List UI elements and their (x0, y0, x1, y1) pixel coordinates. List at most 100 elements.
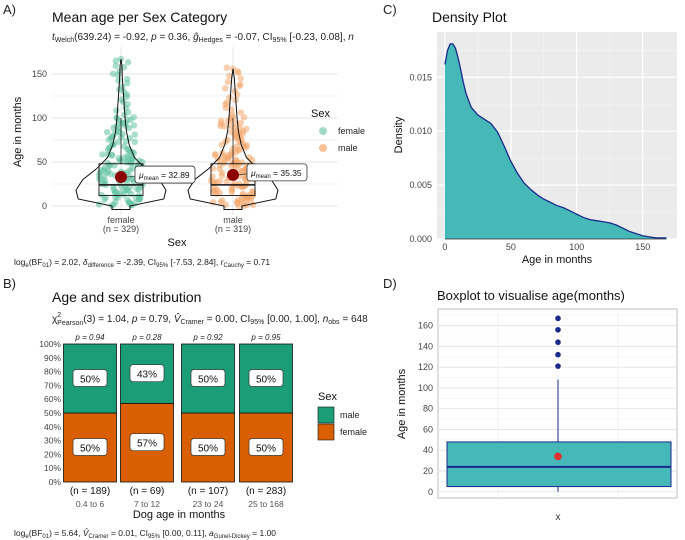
data-point (112, 57, 120, 64)
data-point (223, 64, 231, 71)
y-tick-label: 0% (49, 477, 62, 487)
panel-a-x-label: Sex (168, 237, 187, 249)
legend-swatch-b-male (317, 406, 335, 424)
data-point (124, 59, 132, 66)
pct-label-male: 43% (137, 370, 157, 381)
violin-outline (75, 58, 167, 211)
data-point (234, 68, 241, 75)
data-point (98, 191, 105, 199)
panel-a-y-ticks: 0 50 100 150 (32, 69, 47, 211)
x-tick-label: 23 to 24 (193, 499, 224, 509)
mean-label: μmean = 35.35 (250, 168, 302, 180)
pct-label-box (248, 369, 284, 387)
bar-female (181, 412, 235, 483)
data-point (222, 85, 229, 92)
data-point (226, 94, 233, 101)
x-tick-label: 7 to 12 (134, 499, 160, 509)
panel-b-subtitle: χ2 Pearson(3) = 1.04, p = 0.79, V̂Cramer … (52, 311, 368, 327)
y-tick-label: 0.010 (409, 126, 432, 136)
panel-a-plot-area (52, 47, 338, 215)
y-tick-label: 50 (37, 157, 47, 167)
y-tick-label: 0.005 (409, 180, 432, 190)
y-tick-label: 20% (44, 449, 61, 459)
mean-label-box (134, 165, 196, 184)
data-point (243, 125, 250, 133)
n-label: (n = 69) (130, 486, 165, 497)
y-tick-label: 80% (44, 367, 61, 377)
data-point (246, 154, 253, 161)
pct-label-box (72, 369, 108, 387)
y-tick-label: 100 (32, 113, 47, 123)
x-tick-label: 0.4 to 6 (76, 499, 105, 509)
y-tick-label: 50% (44, 408, 61, 418)
y-tick-label: 0.000 (409, 234, 432, 244)
y-tick-label: 40% (44, 422, 61, 432)
data-point (99, 151, 106, 158)
pct-label-box (190, 438, 226, 456)
data-point (116, 68, 123, 75)
data-point (120, 143, 128, 150)
data-point (130, 113, 138, 121)
data-point (209, 173, 216, 180)
panel-d-x-label: x (556, 512, 561, 523)
data-point (237, 109, 244, 116)
x-tick-female: female (107, 215, 134, 225)
data-point (111, 162, 118, 169)
pct-label-male: 50% (198, 375, 218, 386)
p-value-label: p = 0.95 (250, 333, 281, 342)
outlier-point (555, 351, 561, 358)
pct-label-box (248, 438, 284, 456)
data-point (124, 196, 131, 203)
panel-a-subtitle: tWelch(639.24) = -0.92, p = 0.36, ĝHedge… (52, 32, 354, 44)
mean-point (554, 452, 562, 461)
panel-d-tag: D) (383, 276, 397, 291)
p-value-label: p = 0.28 (131, 333, 162, 342)
pct-label-box (129, 433, 165, 452)
x-tick-label: 25 to 168 (248, 499, 284, 509)
mean-label: μmean = 32.89 (138, 170, 190, 182)
data-point (229, 111, 236, 118)
data-point (136, 157, 143, 164)
x-tick-label: 50 (506, 242, 516, 252)
panel-a-y-label: Age in months (12, 96, 24, 167)
y-tick-label: 40 (423, 445, 433, 455)
panel-c-density (444, 43, 667, 240)
y-tick-label: 150 (32, 69, 47, 79)
x-tick-label: 100 (569, 242, 584, 252)
n-label: (n = 189) (70, 486, 110, 497)
y-tick-label: 70% (44, 380, 61, 390)
y-tick-label: 0 (428, 487, 433, 497)
panel-d: D) Boxplot to visualise age(months) 0 20 4… (383, 276, 678, 523)
x-tick-label: 150 (635, 242, 650, 252)
outlier-point (555, 339, 561, 346)
panel-b-tag: B) (3, 276, 16, 291)
n-label-male: (n = 319) (215, 224, 251, 234)
legend-swatch-male (319, 144, 327, 152)
data-point (113, 107, 120, 114)
y-tick-label: 20 (423, 466, 433, 476)
y-tick-label: 60 (423, 424, 433, 434)
mean-dot (115, 171, 127, 184)
panel-d-title: Boxplot to visualise age(months) (437, 288, 625, 303)
y-tick-label: 0 (42, 201, 47, 211)
panel-c-ticks: 0 50 100 150 0.000 0.005 0.010 0.015 (409, 72, 650, 252)
y-tick-label: 80 (423, 404, 433, 414)
y-tick-label: 100 (418, 383, 433, 393)
panel-c-tag: C) (383, 2, 397, 17)
legend-label-female: female (338, 126, 365, 136)
mean-dot (227, 168, 239, 181)
panel-a-means: μmean = 32.89 μmean = 35.35 (115, 163, 308, 184)
data-point (130, 122, 138, 129)
mean-label-box (246, 163, 308, 182)
data-point (213, 178, 220, 186)
data-point (131, 131, 139, 138)
legend-label-b-male: male (340, 410, 360, 420)
data-point (212, 151, 219, 158)
panel-c-title: Density Plot (432, 9, 507, 25)
data-point (103, 128, 111, 136)
data-point (237, 75, 244, 82)
data-point (108, 152, 115, 159)
panel-a-tag: A) (3, 2, 16, 17)
x-tick-label: 0 (442, 242, 447, 252)
